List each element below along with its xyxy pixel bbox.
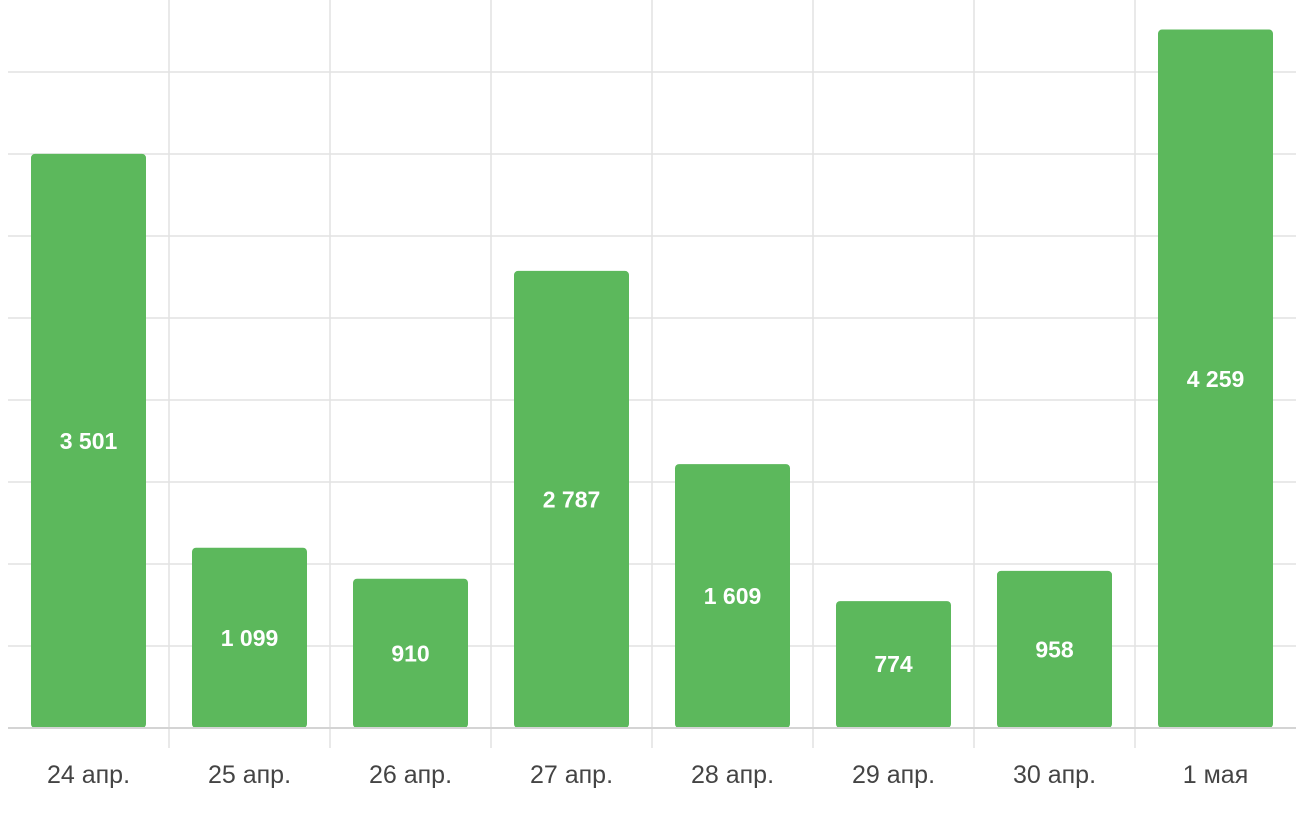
bar[interactable] xyxy=(31,153,146,728)
bar-value-label: 4 259 xyxy=(1187,366,1245,392)
bar-value-label: 958 xyxy=(1035,636,1074,662)
bar-value-label: 1 099 xyxy=(221,625,279,651)
bars: 3 501 1 099 910 2 787 1 609 774 958 4 259 xyxy=(31,29,1273,729)
x-tick-label: 24 апр. xyxy=(47,761,130,789)
bar-value-label: 3 501 xyxy=(60,428,118,454)
x-tick-label: 25 апр. xyxy=(208,761,291,789)
bar[interactable] xyxy=(1158,29,1273,729)
bar-value-label: 2 787 xyxy=(543,486,601,512)
x-tick-label: 1 мая xyxy=(1183,761,1248,789)
bar[interactable] xyxy=(675,464,790,728)
bar[interactable] xyxy=(514,270,629,728)
x-tick-label: 29 апр. xyxy=(852,761,935,789)
bar-value-label: 1 609 xyxy=(704,583,762,609)
x-axis: 24 апр. 25 апр. 26 апр. 27 апр. 28 апр. 29 ап… xyxy=(8,727,1296,789)
bar[interactable] xyxy=(836,601,951,728)
bar[interactable] xyxy=(997,570,1112,728)
grid-lines xyxy=(8,0,1296,748)
bar-value-label: 910 xyxy=(391,640,429,666)
bar-value-label: 774 xyxy=(874,651,913,677)
x-tick-label: 26 апр. xyxy=(369,761,452,789)
bar[interactable] xyxy=(192,547,307,728)
x-tick-label: 30 апр. xyxy=(1013,761,1096,789)
bar[interactable] xyxy=(353,578,468,728)
x-tick-label: 28 апр. xyxy=(691,761,774,789)
x-tick-label: 27 апр. xyxy=(530,761,613,789)
